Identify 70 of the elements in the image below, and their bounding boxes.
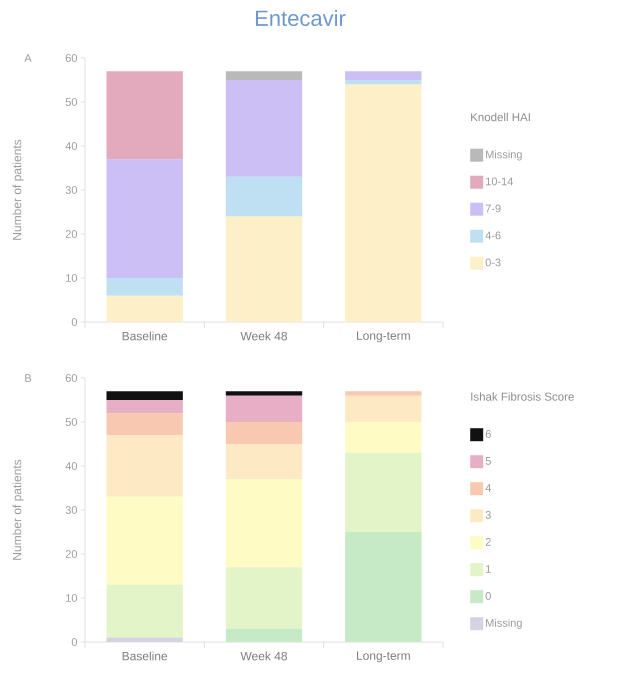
legend-label: 10-14 xyxy=(486,178,513,186)
y-tick-label: 0 xyxy=(72,638,78,646)
bar xyxy=(226,422,302,444)
bar xyxy=(106,413,183,436)
bar xyxy=(106,391,183,400)
y-axis-title: Number of patients xyxy=(12,460,24,560)
bar xyxy=(106,71,183,160)
chart-title: Entecavir xyxy=(256,10,346,26)
bar xyxy=(345,391,422,396)
legend-label: 3 xyxy=(486,511,491,519)
y-tick-label: 40 xyxy=(65,462,78,470)
bar xyxy=(345,80,422,84)
bar xyxy=(345,84,422,322)
y-tick-label: 20 xyxy=(66,550,78,558)
bar xyxy=(226,80,302,177)
legend-label: 0-3 xyxy=(486,258,501,266)
legend-label: 0 xyxy=(486,592,491,600)
bar xyxy=(345,71,422,80)
bar xyxy=(226,444,302,480)
bar xyxy=(106,584,183,638)
x-tick-label: Long-term xyxy=(356,652,410,662)
y-tick-label: 60 xyxy=(66,374,78,382)
x-tick-label: Baseline xyxy=(122,652,168,660)
bar xyxy=(226,71,302,80)
legend-label: 2 xyxy=(486,538,491,546)
legend-label: 5 xyxy=(486,457,491,465)
bar xyxy=(106,400,183,414)
bar xyxy=(226,628,302,642)
bar xyxy=(106,638,183,642)
y-tick-label: 0 xyxy=(72,318,78,326)
legend-title: Ishak Fibrosis Score xyxy=(471,392,574,401)
text: A xyxy=(24,54,32,62)
bar xyxy=(106,278,183,296)
y-tick-label: 30 xyxy=(66,186,78,194)
bar xyxy=(226,391,302,396)
x-tick-label: Baseline xyxy=(122,332,168,340)
y-tick-label: 10 xyxy=(66,274,78,282)
legend-label: Missing xyxy=(486,618,522,629)
bar xyxy=(106,496,183,585)
legend-label: 6 xyxy=(486,430,491,438)
bar xyxy=(106,296,183,322)
y-tick-label: 50 xyxy=(66,418,78,426)
x-tick-label: Week 48 xyxy=(240,332,288,340)
x-tick-label: Week 48 xyxy=(240,652,288,660)
y-tick-label: 30 xyxy=(66,506,78,514)
y-tick-label: 60 xyxy=(66,54,78,62)
y-tick-label: 20 xyxy=(66,230,78,238)
bar xyxy=(345,396,422,422)
y-tick-label: 10 xyxy=(66,594,78,602)
bar xyxy=(226,176,302,216)
x-tick-label: Long-term xyxy=(356,332,410,342)
bar xyxy=(226,216,302,322)
y-tick-label: 40 xyxy=(65,142,78,150)
y-tick-label: 50 xyxy=(66,98,78,106)
y-axis-title: Number of patients xyxy=(12,140,24,240)
legend-label: Missing xyxy=(486,150,522,160)
bar xyxy=(106,435,183,497)
bar xyxy=(106,159,183,278)
bar xyxy=(345,422,422,453)
legend-label: 7-9 xyxy=(486,204,501,212)
legend-label: 4-6 xyxy=(485,232,501,240)
bar xyxy=(226,567,302,629)
legend-title: Knodell HAI xyxy=(471,112,530,122)
bar xyxy=(226,479,302,568)
legend-label: 1 xyxy=(486,565,491,573)
bar xyxy=(345,532,422,642)
bar xyxy=(226,396,302,422)
legend-label: 4 xyxy=(485,484,491,492)
text: B xyxy=(25,374,32,382)
bar xyxy=(345,452,422,532)
